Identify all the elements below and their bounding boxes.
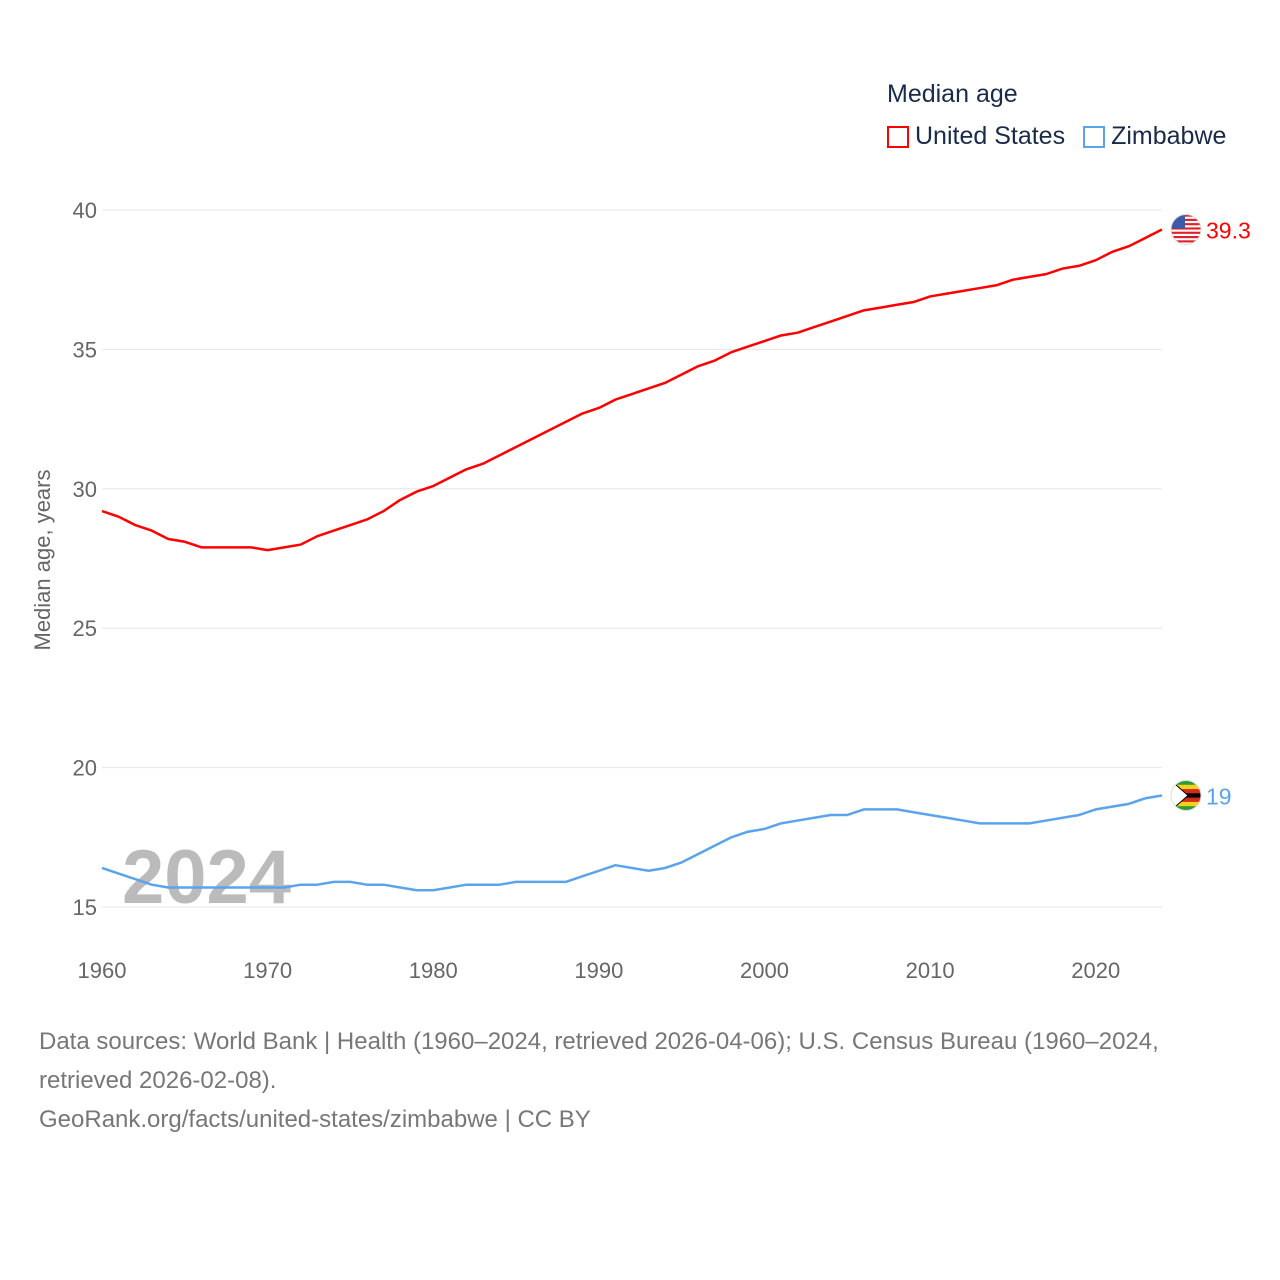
source-link[interactable]: GeoRank.org/facts/united-states/zimbabwe… <box>39 1106 591 1133</box>
y-axis-label: Median age, years <box>30 470 55 651</box>
legend-label: United States <box>915 122 1066 150</box>
legend-item-united-states[interactable]: United States <box>887 122 1065 151</box>
x-tick-label: 2000 <box>740 958 789 983</box>
legend: United States Zimbabwe <box>887 122 1226 151</box>
legend-item-zimbabwe[interactable]: Zimbabwe <box>1083 122 1226 151</box>
series-line-united-states[interactable] <box>101 228 1163 552</box>
data-sources: Data sources: World Bank | Health (1960–… <box>39 1028 1159 1094</box>
y-tick-label: 40 <box>73 198 97 223</box>
year-watermark: 2024 <box>122 835 291 920</box>
x-tick-label: 1990 <box>574 958 623 983</box>
us-flag-icon <box>1170 214 1202 246</box>
legend-label: Zimbabwe <box>1111 122 1227 150</box>
x-tick-label: 2020 <box>1071 958 1120 983</box>
y-tick-label: 35 <box>73 337 97 362</box>
y-tick-label: 25 <box>73 616 97 641</box>
source-note: Data sources: World Bank | Health (1960–… <box>39 1022 1249 1139</box>
end-value-label: 39.3 <box>1206 218 1251 244</box>
end-value-label: 19 <box>1206 783 1232 809</box>
x-tick-label: 1980 <box>409 958 458 983</box>
y-tick-label: 20 <box>73 756 97 781</box>
legend-title: Median age <box>887 80 1018 108</box>
x-tick-label: 2010 <box>906 958 955 983</box>
y-tick-label: 30 <box>73 477 97 502</box>
line-chart: 15 20 25 30 35 40 1960 1970 1980 1990 2000 2010 2020… <box>30 198 1251 983</box>
y-tick-label: 15 <box>73 895 97 920</box>
legend-swatch-icon <box>1083 125 1106 148</box>
zimbabwe-flag-icon <box>1170 779 1202 811</box>
x-tick-label: 1960 <box>78 958 127 983</box>
x-tick-label: 1970 <box>243 958 292 983</box>
legend-swatch-icon <box>887 125 909 148</box>
series-line-zimbabwe[interactable] <box>101 794 1163 892</box>
